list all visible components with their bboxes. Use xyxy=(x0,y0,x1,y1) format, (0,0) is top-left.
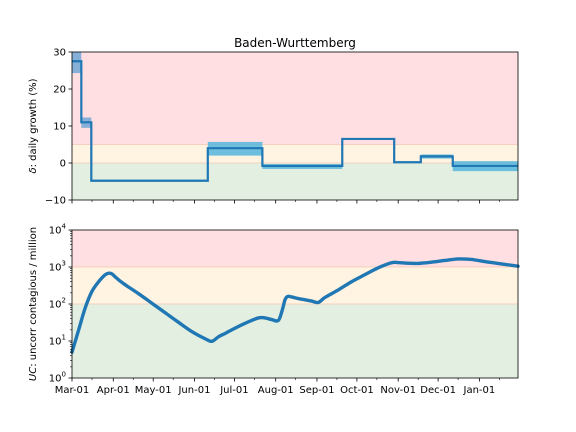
growth-y-tick-label: −10 xyxy=(45,196,66,207)
contagious-line xyxy=(70,257,520,354)
contagious-y-tick-label: 102 xyxy=(49,297,66,311)
chart-title: Baden-Wurttemberg xyxy=(234,36,356,50)
contagious-y-tick-label: 100 xyxy=(49,371,66,385)
contagious-y-tick-label: 103 xyxy=(49,260,66,274)
x-tick-label: Oct-01 xyxy=(340,385,374,396)
contagious-zones xyxy=(72,230,518,378)
growth-y-ticks: −10 0 10 20 30 xyxy=(45,48,72,207)
x-tick-label: Jul-01 xyxy=(219,385,248,396)
growth-y-tick-label: 0 xyxy=(60,159,66,170)
growth-band-0 xyxy=(72,52,82,74)
x-tick-label: Mar-01 xyxy=(55,385,90,396)
x-tick-label: Aug-01 xyxy=(258,385,294,396)
contagious-y-label-symbol: UC xyxy=(28,367,39,381)
tick-exponent: 3 xyxy=(62,260,66,268)
tick-base: 10 xyxy=(49,263,62,274)
tick-exponent: 4 xyxy=(62,223,67,231)
zone-high-growth xyxy=(72,52,518,145)
x-tick-label: Nov-01 xyxy=(380,385,416,396)
growth-y-tick-label: 30 xyxy=(53,48,66,59)
contagious-x-ticks: Mar-01 Apr-01 May-01 Jun-01 Jul-01 Aug-01 Sep-… xyxy=(55,378,500,396)
growth-x-ticks xyxy=(71,200,500,204)
growth-y-tick-label: 20 xyxy=(53,85,66,96)
growth-zones xyxy=(72,52,518,200)
growth-y-label-text: : daily growth (%) xyxy=(28,78,39,167)
zone-moderate-growth xyxy=(72,144,518,163)
contagious-y-tick-label: 104 xyxy=(49,223,67,237)
zone-high xyxy=(72,230,518,267)
growth-step-line xyxy=(72,60,518,182)
tick-exponent: 0 xyxy=(62,371,66,379)
growth-y-tick-label: 10 xyxy=(53,122,66,133)
tick-base: 10 xyxy=(49,374,62,385)
x-tick-label: Jan-01 xyxy=(463,385,496,396)
x-tick-label: Sep-01 xyxy=(299,385,334,396)
tick-base: 10 xyxy=(49,226,62,237)
growth-y-label: δ: daily growth (%) xyxy=(28,78,39,173)
tick-exponent: 1 xyxy=(62,334,66,342)
tick-base: 10 xyxy=(49,337,62,348)
x-tick-label: Jun-01 xyxy=(177,385,210,396)
contagious-y-tick-label: 101 xyxy=(49,334,66,348)
growth-y-label-symbol: δ xyxy=(28,167,39,173)
x-tick-label: Dec-01 xyxy=(420,385,456,396)
tick-exponent: 2 xyxy=(62,297,66,305)
x-tick-label: Apr-01 xyxy=(97,385,130,396)
contagious-y-label-text: : uncorr contagious / million xyxy=(28,227,39,367)
contagious-y-label: UC: uncorr contagious / million xyxy=(28,227,39,381)
x-tick-label: May-01 xyxy=(135,385,172,396)
growth-chart: Baden-Wurttemberg −10 0 10 20 30 δ: daily gr… xyxy=(28,36,519,207)
zone-low xyxy=(72,304,518,378)
tick-base: 10 xyxy=(49,300,62,311)
